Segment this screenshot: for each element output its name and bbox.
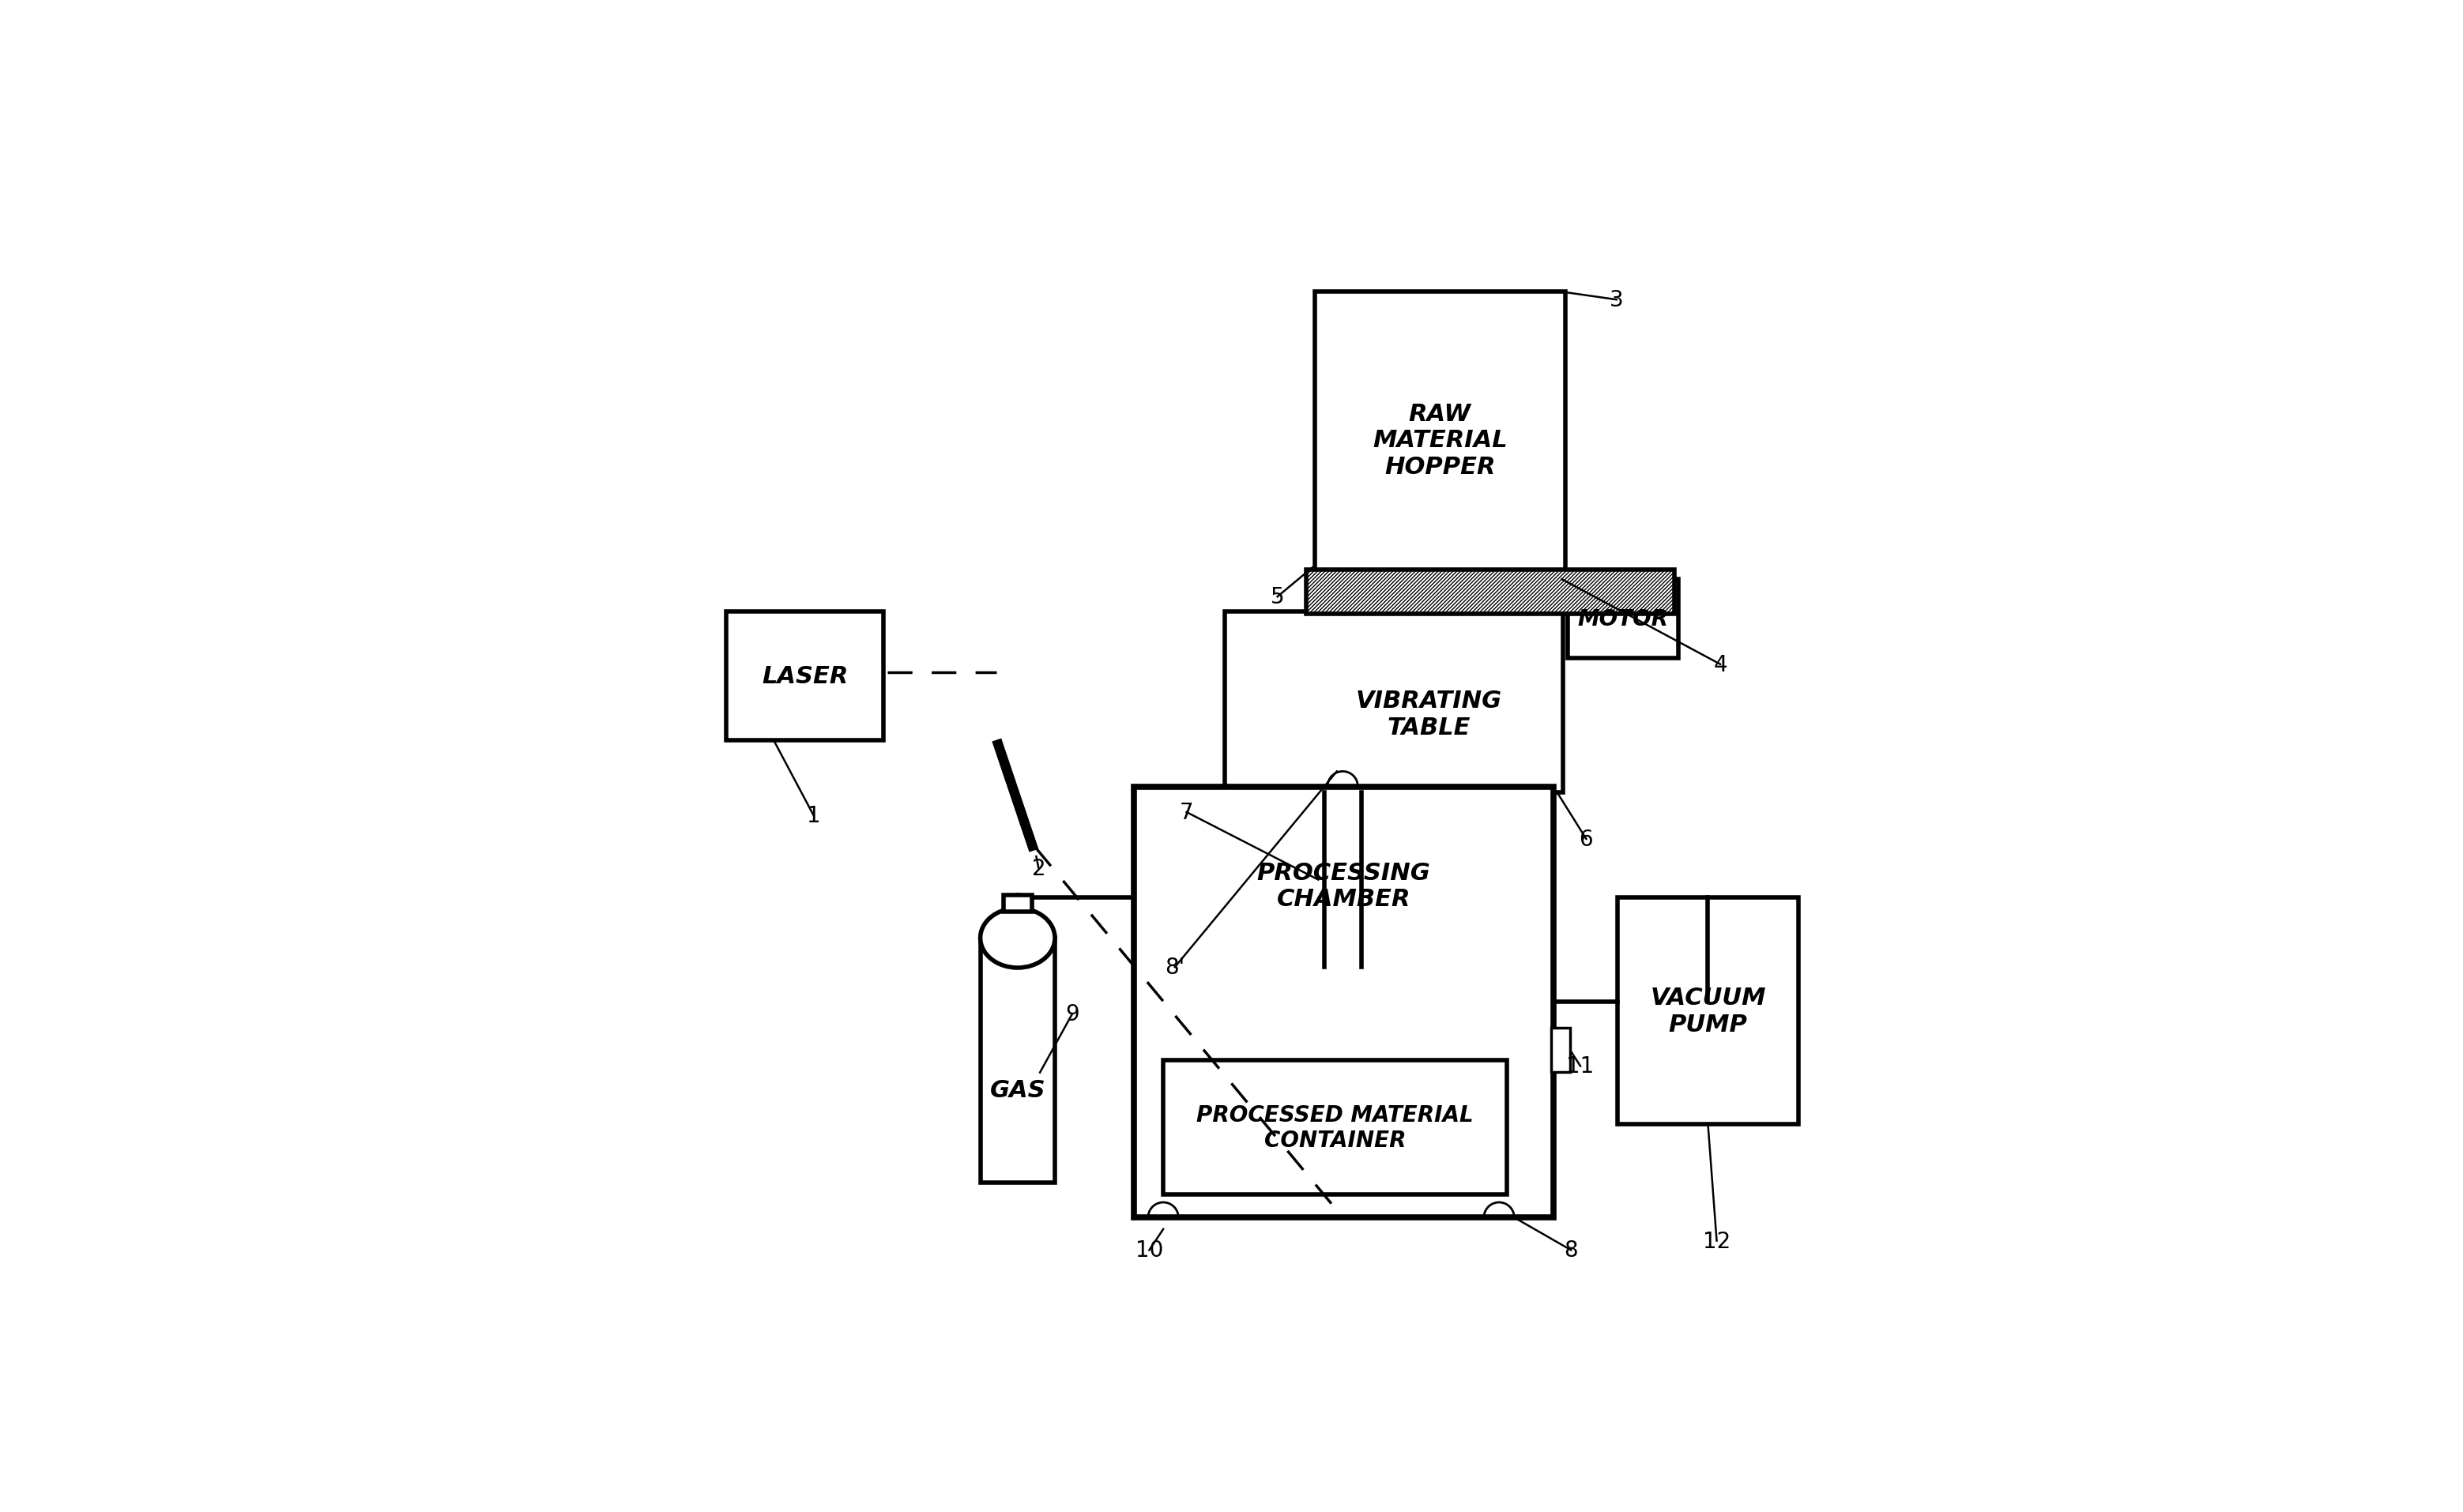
Text: PROCESSING
CHAMBER: PROCESSING CHAMBER xyxy=(1256,862,1431,910)
Text: 7: 7 xyxy=(1180,801,1195,824)
Bar xyxy=(1305,570,1675,614)
Text: 4: 4 xyxy=(1714,653,1727,676)
Text: 6: 6 xyxy=(1579,829,1594,850)
Text: 11: 11 xyxy=(1566,1055,1594,1078)
Bar xyxy=(1315,292,1564,612)
Bar xyxy=(1552,1028,1569,1072)
Bar xyxy=(1163,1060,1507,1194)
Text: 10: 10 xyxy=(1135,1240,1163,1261)
Text: 8: 8 xyxy=(1564,1240,1579,1261)
Bar xyxy=(727,612,884,741)
Text: VIBRATING
TABLE: VIBRATING TABLE xyxy=(1355,689,1502,739)
Text: 3: 3 xyxy=(1608,289,1623,311)
Text: 5: 5 xyxy=(1271,587,1283,608)
Bar xyxy=(1224,612,1564,792)
Bar xyxy=(1618,898,1798,1125)
Text: PROCESSED MATERIAL
CONTAINER: PROCESSED MATERIAL CONTAINER xyxy=(1197,1104,1473,1151)
Bar xyxy=(1002,895,1032,912)
Bar xyxy=(1566,579,1677,659)
Ellipse shape xyxy=(980,909,1054,968)
Text: MOTOR: MOTOR xyxy=(1576,608,1667,631)
Text: 12: 12 xyxy=(1702,1229,1731,1252)
Text: 2: 2 xyxy=(1032,857,1044,880)
Text: VACUUM
PUMP: VACUUM PUMP xyxy=(1650,986,1766,1036)
Bar xyxy=(980,937,1054,1182)
Text: RAW
MATERIAL
HOPPER: RAW MATERIAL HOPPER xyxy=(1372,402,1507,478)
Text: 8': 8' xyxy=(1165,956,1185,978)
Text: 1: 1 xyxy=(808,804,820,827)
Text: 9: 9 xyxy=(1066,1002,1079,1025)
Bar xyxy=(1305,570,1675,614)
Text: LASER: LASER xyxy=(761,665,847,688)
Bar xyxy=(1133,786,1554,1217)
Text: GAS: GAS xyxy=(990,1078,1044,1101)
